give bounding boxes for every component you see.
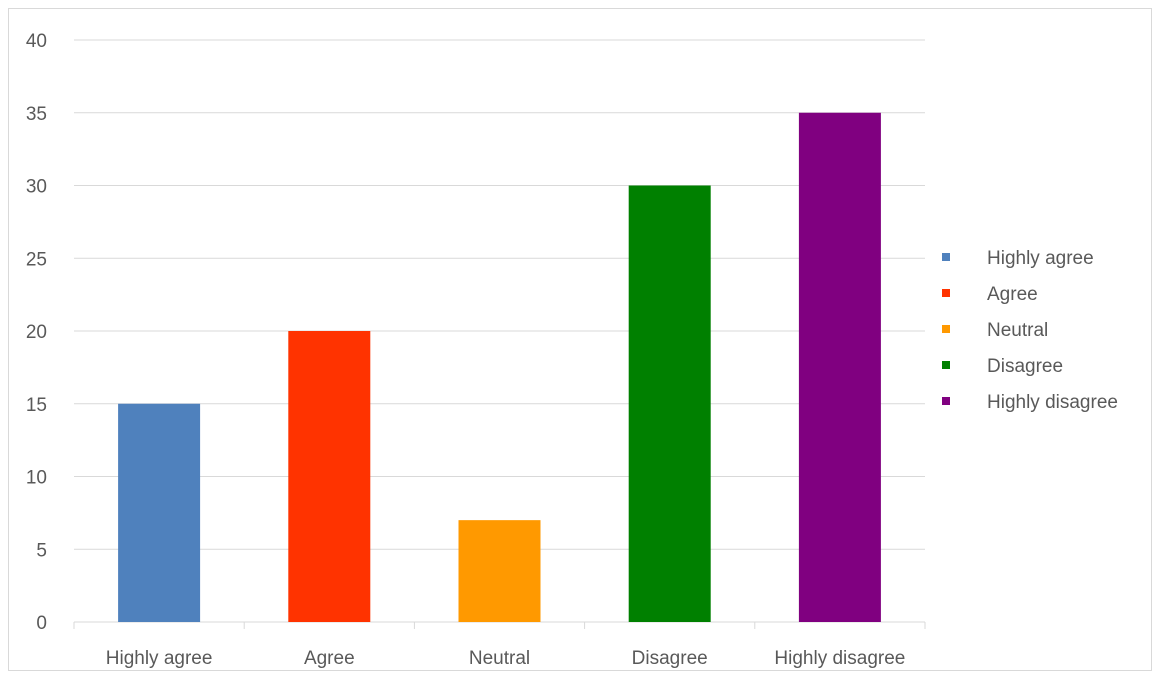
x-tick-label: Highly agree — [106, 648, 213, 669]
y-tick-label: 30 — [26, 177, 47, 198]
y-tick-label: 35 — [26, 104, 47, 125]
x-tick-label: Disagree — [632, 648, 708, 669]
legend-label: Agree — [987, 284, 1038, 305]
legend: Highly agree Agree Neutral Disagree Highly d… — [942, 248, 1118, 413]
gridlines — [74, 39, 925, 550]
legend-swatch — [942, 325, 950, 333]
legend-swatch — [942, 253, 950, 261]
legend-label: Disagree — [987, 356, 1063, 377]
y-tick-label: 20 — [26, 322, 47, 343]
x-tick-label: Highly disagree — [774, 648, 905, 669]
y-tick-label: 40 — [26, 31, 47, 52]
bar-neutral — [458, 520, 541, 622]
x-tick-label: Neutral — [469, 648, 530, 669]
y-tick-label: 15 — [26, 395, 47, 416]
x-tick-labels: Highly agree Agree Neutral Disagree Highly d… — [106, 648, 906, 669]
bar-highly-agree — [118, 403, 201, 622]
axes — [73, 621, 926, 629]
y-tick-label: 5 — [36, 540, 47, 561]
y-tick-labels: 0 5 10 15 20 25 30 35 40 — [26, 31, 47, 634]
bar-agree — [288, 331, 371, 622]
y-tick-label: 10 — [26, 468, 47, 489]
legend-swatch — [942, 289, 950, 297]
y-tick-label: 25 — [26, 249, 47, 270]
legend-swatch — [942, 361, 950, 369]
legend-label: Neutral — [987, 320, 1048, 341]
bar-highly-disagree — [798, 112, 881, 622]
legend-label: Highly disagree — [987, 392, 1118, 413]
legend-swatch — [942, 397, 950, 405]
bar-disagree — [628, 185, 711, 622]
bars — [118, 112, 881, 622]
legend-label: Highly agree — [987, 248, 1094, 269]
y-tick-label: 0 — [36, 613, 47, 634]
x-tick-label: Agree — [304, 648, 355, 669]
